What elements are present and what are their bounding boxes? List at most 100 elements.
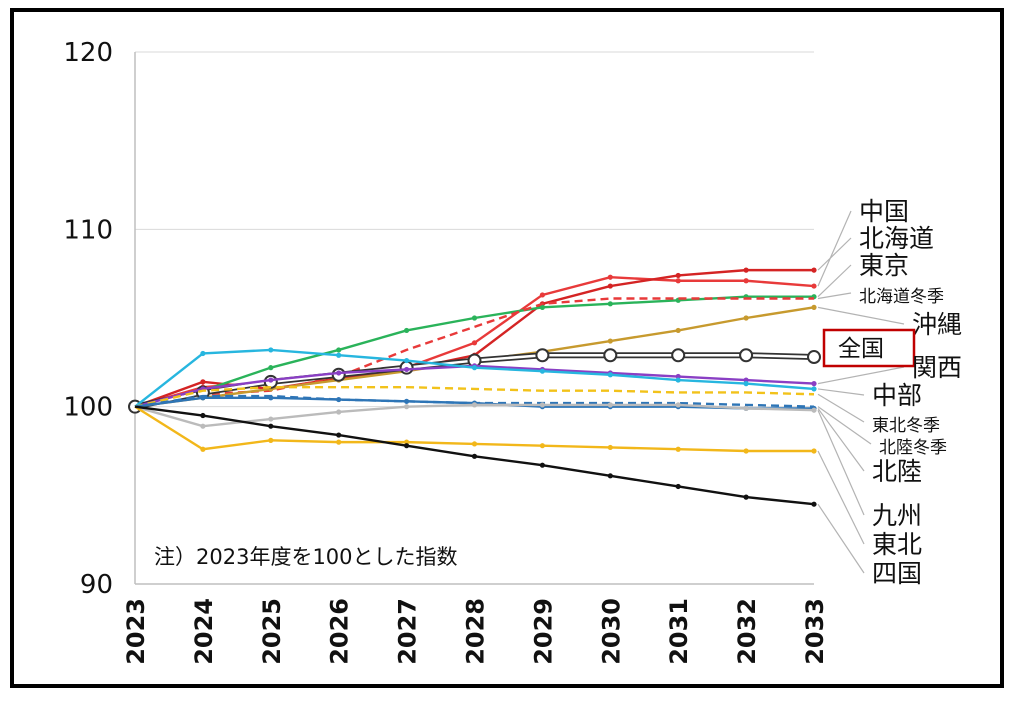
data-point	[336, 439, 342, 445]
data-point	[200, 412, 206, 419]
x-tick-label: 2026	[326, 598, 354, 665]
data-point	[811, 448, 817, 454]
data-point	[535, 348, 550, 363]
data-point	[404, 443, 410, 449]
data-point	[743, 405, 749, 412]
data-point	[811, 304, 817, 310]
data-point	[607, 283, 613, 289]
data-point	[675, 483, 681, 490]
leader-line	[817, 292, 852, 300]
data-point	[471, 315, 478, 321]
data-point	[603, 348, 618, 363]
data-point	[675, 278, 681, 284]
x-tick-label: 2029	[529, 598, 557, 665]
data-point	[336, 409, 342, 415]
series-53176d77905351ac5b63	[134, 297, 814, 408]
data-point	[336, 347, 342, 353]
data-point	[811, 381, 817, 387]
axes	[134, 52, 814, 585]
series-label: 東北冬季	[872, 416, 940, 436]
data-point	[336, 370, 342, 376]
data-point	[539, 462, 546, 468]
series-label: 中部	[872, 381, 922, 410]
data-point	[471, 453, 478, 459]
y-tick-label: 100	[63, 393, 113, 423]
data-point	[200, 423, 206, 429]
data-point	[811, 283, 817, 289]
data-point	[539, 368, 546, 374]
data-point	[811, 407, 817, 413]
series-67715317	[134, 405, 817, 454]
data-point	[743, 448, 749, 454]
data-point	[336, 396, 342, 403]
data-point	[811, 267, 817, 273]
data-point	[539, 402, 546, 408]
data-point	[743, 315, 749, 321]
data-point	[811, 501, 817, 507]
data-point	[404, 327, 410, 334]
data-point	[607, 274, 613, 280]
series-label: 東京	[859, 251, 909, 280]
x-ticks: 2023 2024 2025 2026 2027 2028 2029 2030 2031 2032…	[122, 598, 829, 665]
leader-line	[817, 388, 865, 396]
data-point	[268, 395, 274, 401]
chart-frame: 90 100 110 120 2023 2024 2025 2026 2027 2028 2029…	[10, 8, 1004, 688]
y-ticks: 90 100 110 120	[63, 38, 113, 600]
series-label: 四国	[872, 559, 922, 588]
zenkoku-label-box	[822, 328, 916, 368]
data-point	[675, 377, 681, 383]
data-point	[268, 437, 274, 443]
data-point	[336, 352, 342, 358]
x-tick-label: 2023	[122, 598, 150, 665]
data-point	[336, 432, 342, 438]
series-label: 中国	[859, 197, 909, 226]
leader-line	[817, 210, 852, 287]
data-point	[539, 443, 546, 449]
data-point	[471, 441, 478, 447]
data-point	[200, 446, 206, 452]
data-point	[404, 357, 410, 364]
data-point	[539, 304, 546, 310]
x-tick-label: 2027	[394, 598, 422, 665]
data-point	[675, 272, 681, 279]
series-group	[128, 267, 821, 507]
data-point	[671, 348, 686, 363]
data-point	[268, 365, 274, 371]
leader-line	[817, 264, 852, 298]
y-tick-label: 120	[63, 38, 113, 68]
series-label: 北海道	[859, 224, 934, 253]
x-tick-label: 2030	[597, 598, 625, 665]
series-label: 関西	[912, 353, 962, 382]
leader-line	[817, 450, 865, 545]
data-point	[268, 377, 274, 383]
x-tick-label: 2031	[665, 598, 693, 665]
y-tick-label: 110	[63, 215, 113, 245]
leader-line	[817, 503, 865, 574]
series-label: 全国	[838, 336, 884, 362]
series-label: 東北	[872, 530, 922, 559]
series-label: 北陸冬季	[879, 438, 947, 458]
x-tick-label: 2033	[801, 598, 829, 665]
leader-line	[817, 406, 872, 445]
series-6771531751ac5b63	[134, 385, 815, 408]
data-point	[268, 423, 274, 429]
data-point	[471, 340, 478, 346]
data-point	[607, 473, 613, 479]
x-tick-label: 2032	[733, 598, 761, 665]
data-point	[743, 494, 749, 500]
data-point	[539, 292, 546, 298]
x-tick-label: 2028	[462, 598, 490, 665]
data-point	[675, 402, 681, 408]
data-point	[811, 386, 817, 392]
series-label: 北陸	[872, 457, 922, 486]
leader-line	[817, 237, 852, 271]
data-point	[807, 350, 821, 365]
data-point	[739, 348, 754, 363]
data-point	[268, 416, 274, 422]
leader-line	[817, 306, 905, 325]
data-point	[607, 338, 613, 344]
x-tick-label: 2025	[258, 598, 286, 665]
data-point	[743, 267, 749, 273]
x-tick-label: 2024	[190, 598, 218, 665]
data-point	[743, 381, 749, 387]
